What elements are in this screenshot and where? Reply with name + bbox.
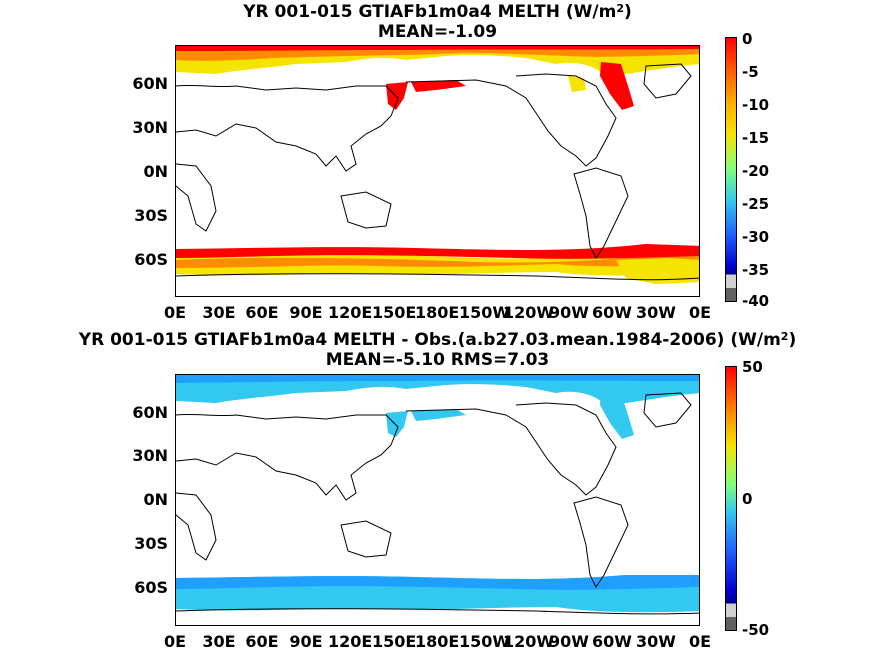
bottom-colorbar-label: 50 xyxy=(742,358,763,376)
bottom-lon-label: 60W xyxy=(592,632,632,651)
bottom-map-subtitle: MEAN=-5.10 RMS=7.03 xyxy=(325,350,550,370)
labrador-cyan xyxy=(600,391,634,439)
bottom-lat-label: 60N xyxy=(132,403,168,422)
okhotsk-cyan xyxy=(386,411,408,437)
bottom-lon-label: 30W xyxy=(636,632,676,651)
top-lon-label: 30E xyxy=(202,303,236,322)
top-lon-label: 150E xyxy=(372,303,417,322)
top-lat-label: 60N xyxy=(132,74,168,93)
top-lon-label: 120E xyxy=(328,303,373,322)
bottom-lon-label: 120E xyxy=(328,632,373,651)
southern-blue xyxy=(176,575,699,590)
bottom-lat-label: 60S xyxy=(134,578,168,597)
bottom-lon-label: 0E xyxy=(163,632,187,651)
top-map-plot xyxy=(176,46,699,284)
bottom-lon-label: 90W xyxy=(549,632,589,651)
bottom-lon-label: 120W xyxy=(503,632,555,651)
top-colorbar-gradient xyxy=(726,38,736,301)
top-colorbar xyxy=(725,37,737,302)
hudson-yellow xyxy=(568,76,586,92)
top-map-subtitle: MEAN=-1.09 xyxy=(377,22,498,42)
bottom-lat-label: 30N xyxy=(132,446,168,465)
bottom-lon-label: 150W xyxy=(459,632,511,651)
top-lon-label: 90W xyxy=(549,303,589,322)
top-map-panel xyxy=(175,45,700,297)
top-lat-label: 30N xyxy=(132,118,168,137)
bottom-lon-label: 30E xyxy=(202,632,236,651)
weddell-yellow xyxy=(616,258,699,284)
bottom-lon-label: 0E xyxy=(688,632,712,651)
top-lat-label: 0N xyxy=(143,162,168,181)
top-lat-label: 60S xyxy=(134,250,168,269)
top-colorbar-label: -15 xyxy=(742,129,770,147)
bottom-lon-label: 60E xyxy=(245,632,279,651)
top-lon-label: 90E xyxy=(289,303,323,322)
bottom-lon-label: 180E xyxy=(415,632,460,651)
bottom-colorbar xyxy=(725,366,737,631)
top-colorbar-label: -20 xyxy=(742,162,770,180)
labrador-red xyxy=(600,62,634,110)
top-colorbar-label: -10 xyxy=(742,96,770,114)
southern-red xyxy=(176,244,699,259)
southern-orange xyxy=(176,252,699,268)
top-lon-label: 120W xyxy=(503,303,555,322)
coastlines xyxy=(176,392,699,615)
top-lon-label: 0E xyxy=(163,303,187,322)
bottom-lon-label: 150E xyxy=(372,632,417,651)
bottom-lat-label: 30S xyxy=(134,534,168,553)
top-colorbar-label: -30 xyxy=(742,228,770,246)
top-map-title: YR 001-015 GTIAFb1m0a4 MELTH (W/m2) xyxy=(243,2,632,22)
bottom-colorbar-label: -50 xyxy=(742,621,770,639)
arctic-cyan xyxy=(176,375,699,405)
top-lon-label: 180E xyxy=(415,303,460,322)
coastlines xyxy=(176,63,699,281)
bottom-map-title: YR 001-015 GTIAFb1m0a4 MELTH - Obs.(a.b2… xyxy=(78,330,797,350)
arctic-red xyxy=(176,46,699,51)
bottom-map-panel xyxy=(175,374,700,626)
top-lon-label: 60E xyxy=(245,303,279,322)
okhotsk-red xyxy=(386,82,408,110)
bottom-colorbar-gradient xyxy=(726,367,736,630)
bottom-map-plot xyxy=(176,375,699,615)
top-lat-label: 30S xyxy=(134,206,168,225)
top-colorbar-label: 0 xyxy=(742,30,753,48)
top-lon-label: 0E xyxy=(688,303,712,322)
top-colorbar-label: -40 xyxy=(742,292,770,310)
top-lon-label: 150W xyxy=(459,303,511,322)
bottom-lat-label: 0N xyxy=(143,490,168,509)
top-colorbar-label: -35 xyxy=(742,261,770,279)
top-lon-label: 60W xyxy=(592,303,632,322)
top-lon-label: 30W xyxy=(636,303,676,322)
bottom-lon-label: 90E xyxy=(289,632,323,651)
bering-red xyxy=(411,80,466,92)
bottom-colorbar-label: 0 xyxy=(742,490,753,508)
top-colorbar-label: -25 xyxy=(742,195,770,213)
arctic-blue xyxy=(176,375,699,383)
top-colorbar-label: -5 xyxy=(742,63,759,81)
bering-cyan xyxy=(411,409,466,421)
